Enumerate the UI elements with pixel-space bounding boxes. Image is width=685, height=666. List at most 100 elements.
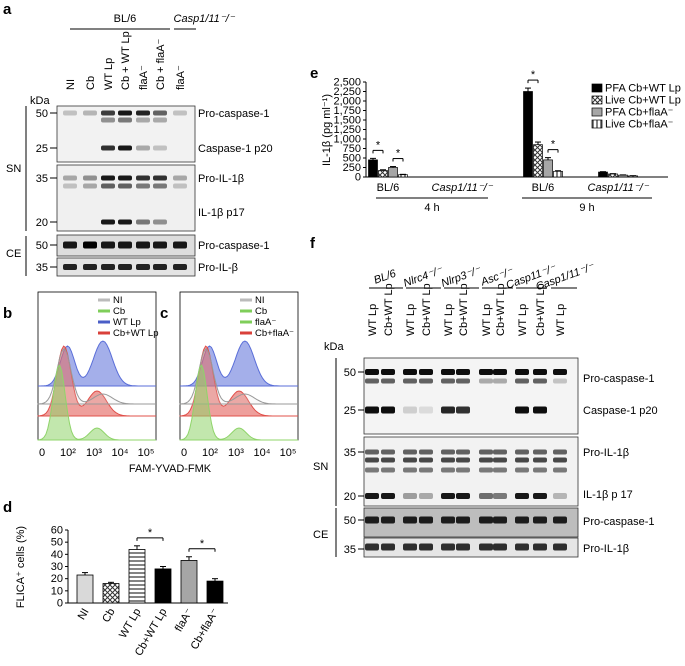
bar [102, 583, 120, 604]
band-label: Pro-caspase-1 [198, 108, 270, 120]
y-tick-label: 0 [355, 172, 361, 184]
band [493, 543, 507, 551]
band [101, 219, 115, 225]
legend-label: PFA Cb+WT Lp [605, 83, 681, 95]
histogram [37, 364, 156, 441]
significance-label: * [551, 139, 556, 151]
band [403, 369, 417, 375]
band [493, 449, 507, 455]
panel-label: f [310, 235, 316, 252]
band [533, 378, 547, 384]
legend-label: Cb+WT Lp [113, 328, 159, 339]
y-tick-label: 1,500 [333, 115, 361, 127]
band [365, 406, 379, 414]
x-tick-label: 10² [202, 447, 218, 459]
x-tick-label: 10⁵ [138, 447, 155, 459]
band [479, 467, 493, 473]
band [101, 117, 115, 123]
band [381, 449, 395, 455]
band-label: Caspase-1 p20 [198, 143, 273, 155]
band [479, 493, 493, 499]
band [419, 449, 433, 455]
legend-swatch [591, 107, 603, 117]
bar [388, 167, 398, 178]
band [456, 369, 470, 375]
band [365, 378, 379, 384]
y-axis-label: IL-1β (pg ml⁻¹) [321, 94, 333, 166]
band [381, 543, 395, 551]
band [83, 110, 97, 116]
band [365, 516, 379, 524]
band [101, 145, 115, 151]
band-label: Pro-caspase-1 [583, 516, 655, 528]
band [441, 493, 455, 499]
band-label: IL-1β p 17 [583, 489, 633, 501]
fraction-label: SN [6, 163, 21, 175]
bar [533, 144, 543, 178]
band [173, 110, 187, 116]
band-label: Pro-caspase-1 [198, 240, 270, 252]
y-tick-label: 50 [51, 537, 63, 549]
lane-label: flaA⁻ [138, 65, 150, 90]
y-tick-label: 40 [51, 549, 63, 561]
band [441, 449, 455, 455]
y-tick-label: 2,000 [333, 96, 361, 108]
band [63, 183, 77, 189]
x-tick-label: 10⁴ [112, 447, 129, 459]
x-tick-label: flaA⁻ [173, 606, 196, 634]
band [419, 543, 433, 551]
band [553, 516, 567, 524]
band-label: Pro-IL-1β [583, 447, 629, 459]
y-tick-label: 1,250 [333, 124, 361, 136]
fraction-label: SN [313, 461, 328, 473]
band [365, 467, 379, 473]
bar [598, 171, 608, 178]
band [441, 543, 455, 551]
band [419, 406, 433, 414]
band [456, 406, 470, 414]
band [553, 457, 567, 463]
band [456, 467, 470, 473]
band [479, 543, 493, 551]
histogram [179, 364, 298, 441]
band [381, 457, 395, 463]
bar [76, 574, 94, 604]
band-label: Pro-IL-β [198, 262, 238, 274]
band [403, 378, 417, 384]
significance-label: * [531, 69, 536, 81]
band [403, 516, 417, 524]
lane-label: WT Lp [103, 58, 115, 90]
band [365, 449, 379, 455]
band [403, 457, 417, 463]
x-tick-label: 0 [181, 447, 187, 459]
bar [553, 170, 563, 178]
band-label: IL-1β p17 [198, 207, 245, 219]
band [63, 175, 77, 181]
band [441, 369, 455, 375]
band [441, 516, 455, 524]
band [173, 175, 187, 181]
bar [618, 174, 628, 178]
lane-label: WT Lp [517, 304, 529, 336]
band [101, 175, 115, 181]
bar [206, 580, 224, 604]
band [419, 516, 433, 524]
band [515, 449, 529, 455]
significance-label: * [376, 139, 381, 151]
y-tick-label: 10 [51, 585, 63, 597]
band [515, 467, 529, 473]
band [173, 264, 187, 270]
x-tick-label: 0 [39, 447, 45, 459]
x-tick-label: 10⁵ [280, 447, 297, 459]
y-tick-label: 250 [343, 162, 361, 174]
band [441, 378, 455, 384]
band [515, 516, 529, 524]
band [153, 175, 167, 181]
band [419, 369, 433, 375]
lane-label: Cb+WT Lp [535, 283, 547, 336]
band [533, 516, 547, 524]
band [136, 183, 150, 189]
band [479, 457, 493, 463]
band [456, 516, 470, 524]
band [136, 219, 150, 225]
